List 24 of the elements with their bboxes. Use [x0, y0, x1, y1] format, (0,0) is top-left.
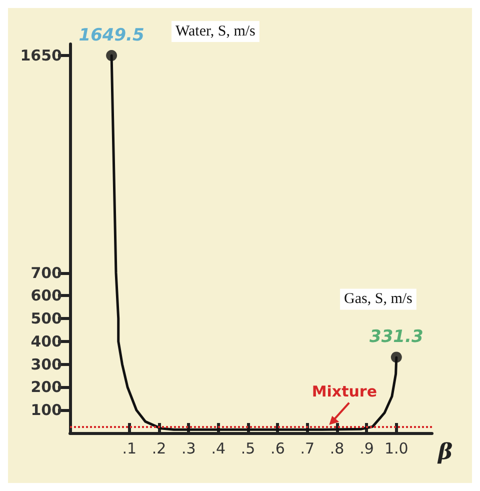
- y-tick-label: 200: [30, 378, 62, 396]
- x-tick-label: .1: [122, 440, 136, 458]
- x-axis-title: β: [437, 439, 453, 465]
- y-tick-label: 600: [30, 286, 62, 305]
- x-tick-label: 1.0: [384, 440, 408, 458]
- y-tick-label: 700: [30, 264, 62, 282]
- x-tick-label: .8: [330, 440, 344, 458]
- y-tick-label: 500: [30, 310, 62, 328]
- x-tick-label: .4: [211, 440, 226, 458]
- x-tick-label: .2: [152, 440, 166, 458]
- text: Water, S, m/s: [176, 24, 256, 40]
- y-tick-label: 400: [30, 332, 62, 350]
- x-tick-label: .9: [360, 440, 374, 458]
- annotation: Gas, S, m/s: [344, 291, 413, 308]
- ref-line-label: Mixture: [312, 382, 377, 400]
- data-label: 331.3: [370, 327, 424, 348]
- x-tick-label: .6: [270, 440, 285, 458]
- data-label: 1649.5: [78, 26, 144, 46]
- y-tick-label: 1650: [20, 46, 62, 64]
- x-tick-label: .7: [300, 440, 315, 458]
- y-tick-label: 300: [30, 355, 62, 374]
- x-tick-label: .5: [240, 440, 256, 458]
- x-tick-label: .3: [182, 440, 196, 458]
- y-tick-label: 100: [30, 401, 62, 420]
